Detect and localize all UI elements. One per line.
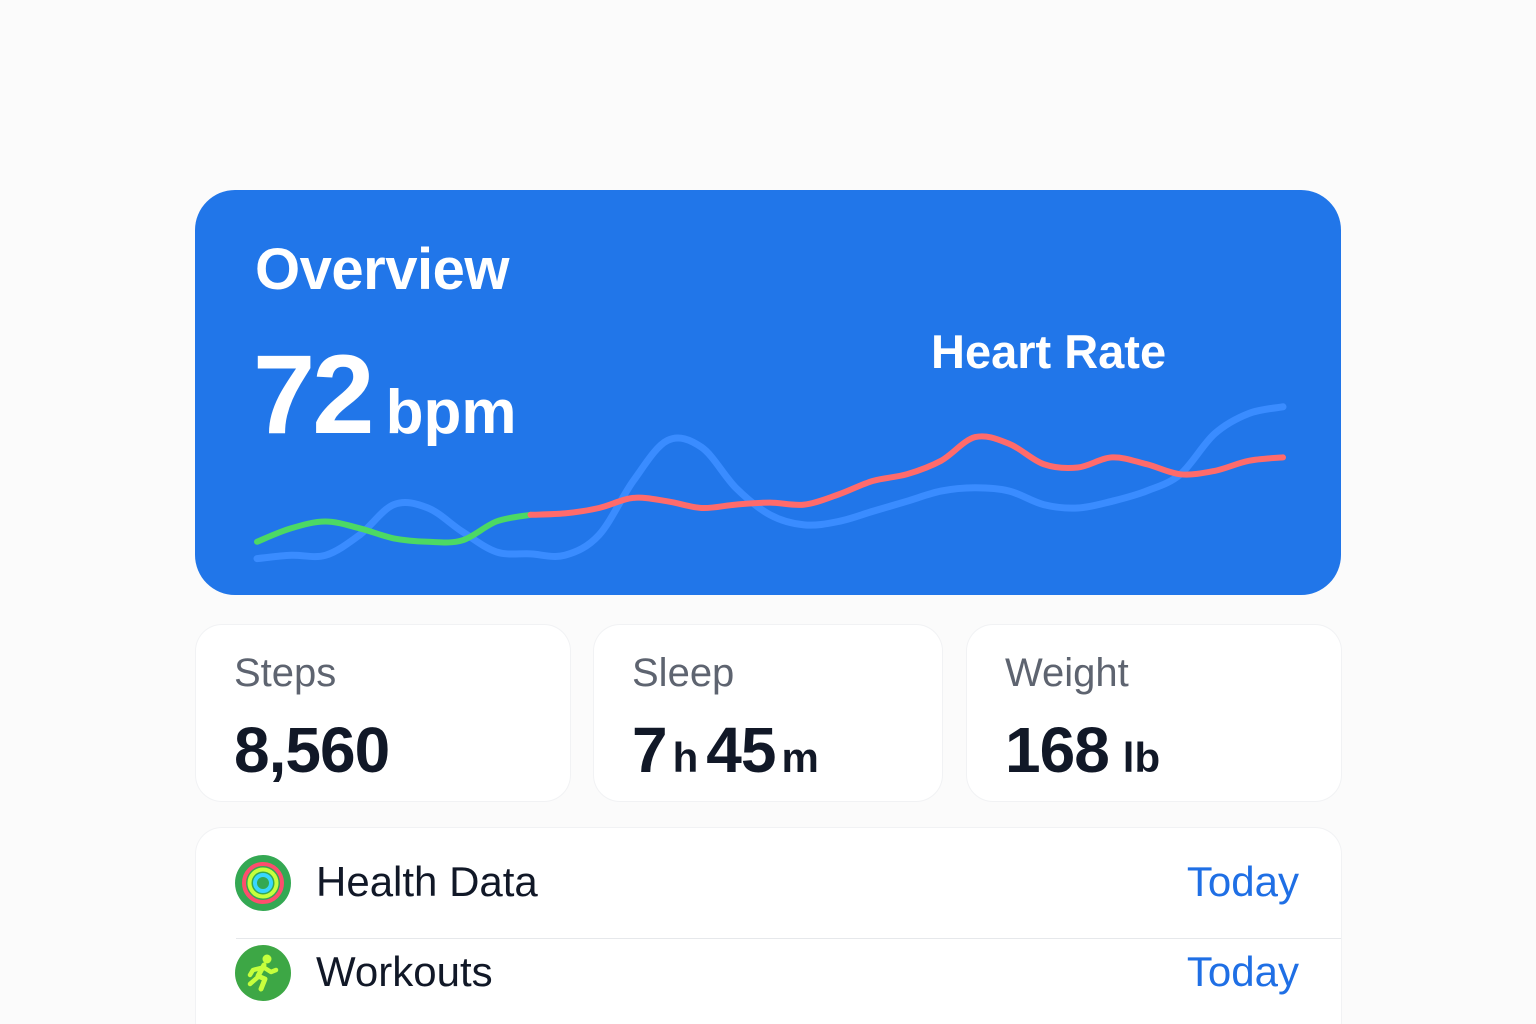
overview-card[interactable]: Overview 72 bpm Heart Rate: [195, 190, 1341, 595]
sleep-value: 7 h 45 m: [632, 713, 827, 787]
list-item-label: Health Data: [316, 858, 538, 905]
steps-card[interactable]: Steps 8,560: [196, 625, 570, 801]
heart-rate-unit: bpm: [385, 378, 517, 447]
sleep-minutes: 45: [706, 714, 776, 786]
overview-title: Overview: [255, 237, 509, 302]
heart-rate-chart: [253, 403, 1287, 563]
steps-value: 8,560: [234, 713, 390, 787]
weight-value: 168 lb: [1005, 713, 1168, 787]
steps-number: 8,560: [234, 714, 390, 786]
activity-rings-icon: [235, 855, 291, 911]
weight-unit: lb: [1122, 734, 1161, 781]
weight-number: 168: [1005, 714, 1110, 786]
chart-label: Heart Rate: [931, 325, 1167, 378]
list-item-value[interactable]: Today: [1186, 948, 1299, 995]
list-item-value[interactable]: Today: [1186, 858, 1299, 905]
steps-label: Steps: [234, 651, 337, 695]
weight-label: Weight: [1005, 651, 1129, 695]
sleep-minutes-unit: m: [781, 734, 819, 781]
heart-rate-trend-line: [253, 403, 1287, 563]
health-list: Health Data Today Workouts Today: [196, 828, 1341, 1024]
sleep-card[interactable]: Sleep 7 h 45 m: [594, 625, 942, 801]
sleep-label: Sleep: [632, 651, 735, 695]
heart-rate-value: 72 bpm: [253, 330, 516, 459]
list-item-health-data[interactable]: Health Data Today: [196, 838, 1341, 939]
heart-rate-number: 72: [253, 332, 375, 457]
weight-card[interactable]: Weight 168 lb: [967, 625, 1341, 801]
heart-rate-line-resting: [254, 511, 534, 546]
sleep-hours-unit: h: [672, 734, 699, 781]
heart-rate-line-elevated: [527, 433, 1286, 518]
list-item-workouts[interactable]: Workouts Today: [196, 928, 1341, 1018]
list-item-label: Workouts: [316, 948, 493, 995]
row-divider: [236, 938, 1341, 939]
sleep-hours: 7: [632, 714, 668, 786]
running-figure-icon: [235, 945, 291, 1001]
